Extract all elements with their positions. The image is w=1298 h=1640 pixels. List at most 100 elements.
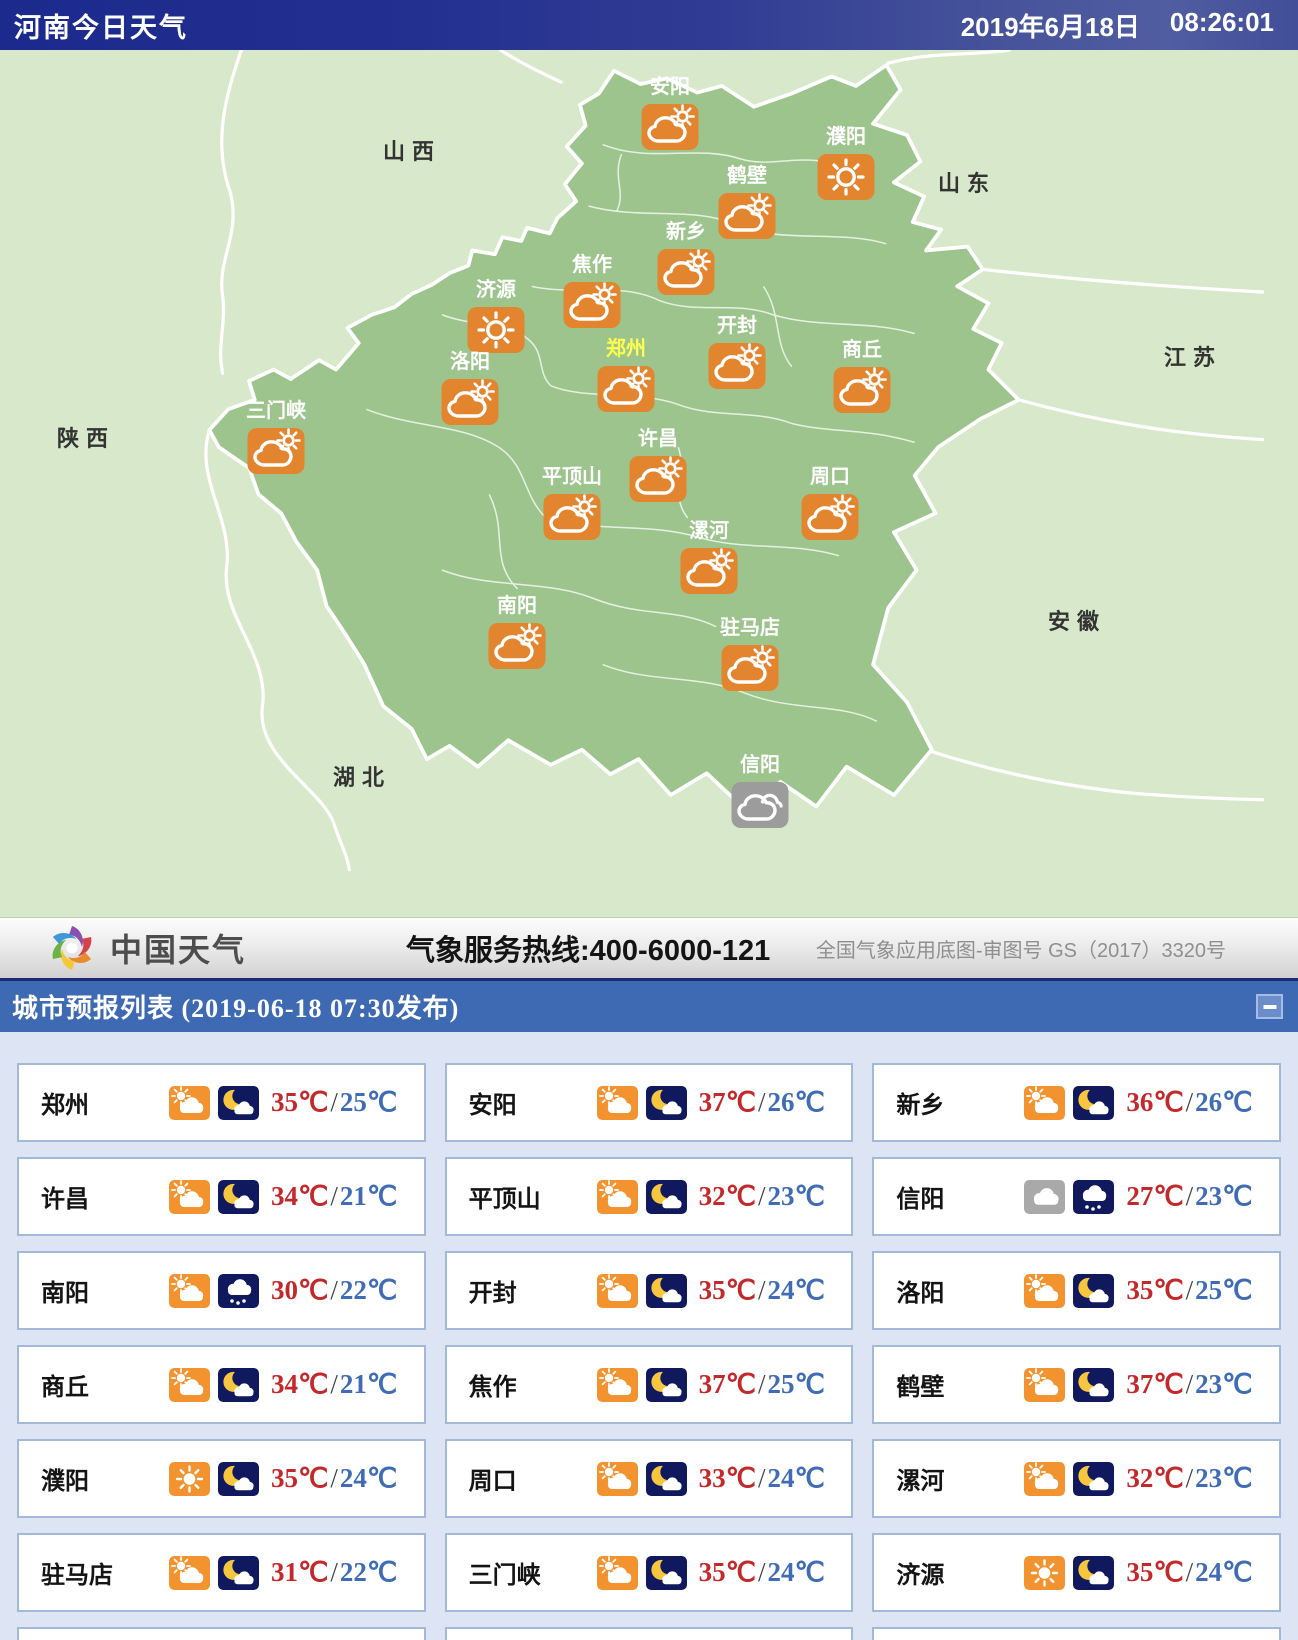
forecast-icons [596, 1555, 687, 1590]
low-temp: 23℃ [1195, 1369, 1253, 1399]
moon-cloud-icon [1073, 1461, 1115, 1496]
map-city-label: 漯河 [689, 520, 729, 542]
temp-separator: / [1185, 1087, 1194, 1117]
low-temp: 24℃ [767, 1557, 825, 1587]
moon-cloud-icon [645, 1367, 687, 1402]
sun-cloud-icon [543, 494, 601, 540]
forecast-city-name: 鹤壁 [896, 1375, 945, 1401]
high-temp: 35℃ [1126, 1557, 1184, 1587]
service-hotline: 气象服务热线:400-6000-121 [406, 935, 771, 967]
forecast-temps: 27℃/23℃ [1126, 1181, 1252, 1212]
low-temp: 21℃ [339, 1369, 398, 1399]
forecast-city-name: 安阳 [468, 1093, 517, 1119]
map-city-label: 焦作 [572, 254, 612, 276]
sun-cloud-icon [441, 379, 499, 425]
brand-bar: 中国天气 气象服务热线:400-6000-121 全国气象应用底图-审图号 GS… [0, 917, 1298, 978]
sun-icon [467, 307, 525, 353]
map-city-marker: 周口 [801, 466, 859, 540]
sun-cloud-icon [597, 366, 655, 412]
low-temp: 24℃ [767, 1275, 825, 1305]
forecast-icons [1024, 1179, 1115, 1214]
map-city-label: 洛阳 [450, 351, 490, 373]
map-city-label: 南阳 [497, 595, 537, 617]
sun-icon [169, 1461, 210, 1496]
brand-name: 中国天气 [110, 932, 247, 968]
forecast-card: 洛阳 35℃/25℃ [872, 1251, 1281, 1330]
rain-cloud-icon [1073, 1179, 1115, 1214]
low-temp: 25℃ [339, 1087, 398, 1117]
moon-cloud-icon [645, 1085, 687, 1120]
forecast-icons [1024, 1555, 1115, 1590]
forecast-temps: 34℃/21℃ [271, 1369, 397, 1400]
moon-cloud-icon [1073, 1367, 1115, 1402]
moon-cloud-icon [1073, 1273, 1115, 1308]
map-city-marker: 平顶山 [542, 466, 602, 540]
forecast-temps: 37℃/23℃ [1126, 1369, 1252, 1400]
forecast-card: 商丘 34℃/21℃ [17, 1345, 426, 1424]
sun-cloud-icon [169, 1367, 210, 1402]
moon-cloud-icon [645, 1273, 687, 1308]
province-label: 山东 [937, 171, 997, 196]
forecast-icons [169, 1273, 259, 1308]
moon-cloud-icon [218, 1555, 259, 1590]
map-city-label: 濮阳 [826, 126, 866, 148]
province-label: 陕西 [56, 426, 116, 451]
forecast-temps: 37℃/25℃ [699, 1369, 825, 1400]
forecast-temps: 32℃/23℃ [699, 1181, 825, 1212]
high-temp: 32℃ [1126, 1463, 1184, 1493]
forecast-temps: 35℃/25℃ [1126, 1275, 1252, 1306]
temp-separator: / [757, 1275, 766, 1305]
map-city-label: 平顶山 [542, 466, 602, 488]
temp-separator: / [1185, 1369, 1194, 1399]
forecast-city-name: 平顶山 [468, 1187, 541, 1213]
weather-map: 山西 山东 江苏 安徽 湖北 陕西 安阳 濮阳 鹤壁 新乡 焦作 济源 洛阳 郑州 [0, 50, 1298, 917]
high-temp: 37℃ [698, 1369, 756, 1399]
forecast-card-partial [444, 1627, 854, 1640]
high-temp: 35℃ [698, 1557, 756, 1587]
forecast-city-name: 商丘 [41, 1375, 89, 1401]
forecast-city-name: 郑州 [41, 1093, 89, 1119]
sun-icon [1024, 1555, 1066, 1590]
temp-separator: / [330, 1275, 338, 1305]
sun-cloud-icon [680, 548, 738, 594]
forecast-card-grid: 郑州 35℃/25℃ 安阳 37℃/26℃ 新乡 36℃/26 [0, 1032, 1298, 1640]
forecast-city-name: 漯河 [896, 1469, 945, 1495]
temp-separator: / [330, 1087, 338, 1117]
forecast-card: 安阳 37℃/26℃ [444, 1063, 854, 1142]
header-date: 2019年6月18日 [960, 11, 1140, 42]
map-city-label: 开封 [717, 315, 757, 337]
forecast-list-header: 城市预报列表 (2019-06-18 07:30发布) [0, 978, 1298, 1032]
high-temp: 36℃ [1126, 1087, 1184, 1117]
temp-separator: / [1185, 1557, 1194, 1587]
forecast-card-partial [17, 1627, 426, 1640]
forecast-card: 南阳 30℃/22℃ [17, 1251, 426, 1330]
sun-cloud-icon [169, 1555, 210, 1590]
forecast-icons [169, 1179, 259, 1214]
moon-cloud-icon [218, 1179, 259, 1214]
forecast-icons [596, 1367, 687, 1402]
forecast-card: 驻马店 31℃/22℃ [17, 1533, 426, 1612]
sun-cloud-icon [833, 367, 891, 413]
forecast-temps: 36℃/26℃ [1126, 1087, 1252, 1118]
forecast-temps: 35℃/25℃ [271, 1087, 397, 1118]
forecast-city-name: 新乡 [896, 1093, 945, 1119]
moon-cloud-icon [218, 1085, 259, 1120]
high-temp: 34℃ [271, 1181, 329, 1211]
sun-cloud-icon [596, 1555, 638, 1590]
map-city-marker: 新乡 [657, 221, 715, 295]
forecast-icons [596, 1461, 687, 1496]
forecast-icons [1024, 1461, 1115, 1496]
moon-cloud-icon [218, 1461, 259, 1496]
forecast-city-name: 济源 [896, 1563, 945, 1589]
sun-cloud-icon [657, 249, 715, 295]
sun-cloud-icon [169, 1085, 210, 1120]
low-temp: 24℃ [767, 1463, 825, 1493]
moon-cloud-icon [645, 1179, 687, 1214]
cloud-icon [1024, 1179, 1066, 1214]
high-temp: 37℃ [698, 1087, 756, 1117]
temp-separator: / [1185, 1275, 1194, 1305]
high-temp: 31℃ [271, 1557, 329, 1587]
forecast-icons [169, 1555, 259, 1590]
sun-cloud-icon [596, 1179, 638, 1214]
minus-icon[interactable] [1256, 994, 1283, 1019]
